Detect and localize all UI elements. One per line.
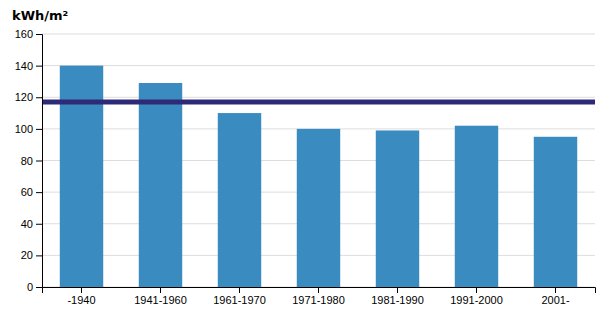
- marks: [42, 66, 595, 287]
- y-tick-mark: [36, 161, 42, 162]
- y-tick-mark: [36, 224, 42, 225]
- x-axis-line: [43, 288, 596, 294]
- x-tick-label: 1981-1990: [371, 294, 424, 306]
- y-tick-label: 40: [21, 218, 33, 230]
- y-tick: 120: [15, 91, 42, 103]
- bar: [534, 137, 577, 287]
- y-tick-label: 100: [15, 123, 33, 135]
- x-tick-mark: [397, 287, 398, 293]
- x-tick-label: 1971-1980: [292, 294, 345, 306]
- y-tick-label: 140: [15, 60, 33, 72]
- x-tick-label: 1961-1970: [213, 294, 266, 306]
- y-tick-mark: [36, 66, 42, 67]
- plot: -1940 1941-1960 1961-1970 1971-1980 1981-199…: [15, 28, 596, 306]
- y-tick: 160: [15, 28, 42, 40]
- y-tick-mark: [36, 97, 42, 98]
- y-tick: 80: [21, 155, 42, 167]
- x-tick-label: 2001-: [541, 294, 569, 306]
- y-axis: 0 20 40 60 80 100 120 140 160: [15, 28, 43, 293]
- grid-line: [42, 34, 595, 35]
- x-axis: -1940 1941-1960 1961-1970 1971-1980 1981-199…: [43, 287, 596, 306]
- y-tick: 0: [27, 281, 42, 293]
- reference-line: [42, 99, 595, 104]
- y-axis-label: kWh/m²: [12, 8, 68, 23]
- x-tick: 1941-1960: [134, 287, 187, 306]
- x-tick-label: 1941-1960: [134, 294, 187, 306]
- x-tick-mark: [318, 287, 319, 293]
- y-tick-label: 60: [21, 186, 33, 198]
- bar: [139, 83, 182, 287]
- grid-line: [42, 65, 595, 66]
- y-tick: 20: [21, 249, 42, 261]
- y-tick-label: 0: [27, 281, 33, 293]
- x-tick-mark: [476, 287, 477, 293]
- y-tick: 140: [15, 60, 42, 72]
- grid: [42, 34, 595, 287]
- x-tick-mark: [239, 287, 240, 293]
- y-tick-label: 120: [15, 91, 33, 103]
- x-tick-mark: [81, 287, 82, 293]
- chart: -1940 1941-1960 1961-1970 1971-1980 1981-199…: [0, 0, 609, 317]
- x-tick-mark: [555, 287, 556, 293]
- x-tick-label: 1991-2000: [450, 294, 503, 306]
- y-tick: 40: [21, 218, 42, 230]
- y-tick: 60: [21, 186, 42, 198]
- bar: [455, 126, 498, 287]
- x-tick: 2001-: [541, 287, 569, 306]
- y-tick: 100: [15, 123, 42, 135]
- grid-line: [42, 97, 595, 98]
- x-tick-mark: [160, 287, 161, 293]
- y-tick-label: 80: [21, 155, 33, 167]
- bar: [218, 113, 261, 287]
- y-tick-mark: [36, 287, 42, 288]
- bar: [376, 130, 419, 287]
- x-tick: -1940: [67, 287, 95, 306]
- bar: [297, 129, 340, 287]
- x-tick-label: -1940: [67, 294, 95, 306]
- x-tick: 1991-2000: [450, 287, 503, 306]
- y-tick-mark: [36, 34, 42, 35]
- x-tick: 1981-1990: [371, 287, 424, 306]
- y-tick-mark: [36, 255, 42, 256]
- y-tick-label: 20: [21, 249, 33, 261]
- y-tick-mark: [36, 129, 42, 130]
- y-tick-label: 160: [15, 28, 33, 40]
- y-tick-mark: [36, 192, 42, 193]
- bar: [60, 66, 103, 287]
- x-tick: 1971-1980: [292, 287, 345, 306]
- x-tick: 1961-1970: [213, 287, 266, 306]
- y-axis-line: [36, 35, 43, 288]
